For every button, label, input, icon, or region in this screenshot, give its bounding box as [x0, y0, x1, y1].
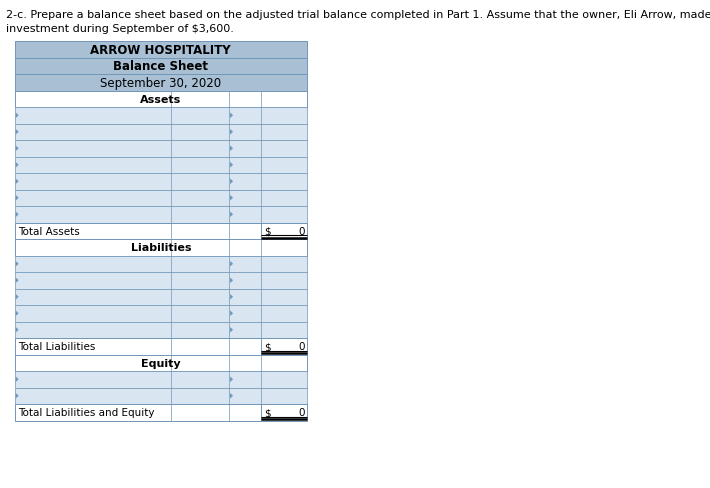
Polygon shape — [16, 262, 18, 267]
Polygon shape — [16, 294, 18, 300]
Bar — [15, 59, 307, 75]
Polygon shape — [230, 262, 233, 267]
Polygon shape — [16, 179, 18, 184]
Bar — [15, 91, 307, 108]
Bar — [15, 256, 307, 272]
Polygon shape — [230, 377, 233, 382]
Text: $: $ — [263, 407, 271, 417]
Polygon shape — [230, 113, 233, 119]
Text: $: $ — [263, 226, 271, 236]
Polygon shape — [230, 130, 233, 135]
Text: Total Liabilities and Equity: Total Liabilities and Equity — [18, 407, 155, 417]
Text: 2-c. Prepare a balance sheet based on the adjusted trial balance completed in Pa: 2-c. Prepare a balance sheet based on th… — [6, 10, 710, 20]
Polygon shape — [16, 196, 18, 201]
Text: $: $ — [263, 342, 271, 351]
Text: Total Assets: Total Assets — [18, 226, 80, 236]
Polygon shape — [16, 130, 18, 135]
Text: 0: 0 — [298, 342, 305, 351]
Bar — [15, 322, 307, 338]
Bar — [15, 305, 307, 322]
Polygon shape — [16, 146, 18, 152]
Bar — [15, 272, 307, 289]
Polygon shape — [230, 294, 233, 300]
Text: investment during September of $3,600.: investment during September of $3,600. — [6, 24, 234, 34]
Bar — [15, 42, 307, 59]
Polygon shape — [230, 393, 233, 399]
Polygon shape — [16, 393, 18, 399]
Polygon shape — [230, 278, 233, 284]
Text: Balance Sheet: Balance Sheet — [114, 60, 208, 73]
Bar — [15, 240, 307, 256]
Text: ARROW HOSPITALITY: ARROW HOSPITALITY — [90, 43, 231, 57]
Bar — [15, 190, 307, 206]
Polygon shape — [16, 311, 18, 316]
Text: Total Liabilities: Total Liabilities — [18, 342, 95, 351]
Polygon shape — [16, 377, 18, 382]
Bar — [15, 404, 307, 421]
Polygon shape — [16, 278, 18, 284]
Bar — [15, 338, 307, 355]
Text: Assets: Assets — [140, 95, 182, 104]
Bar — [15, 108, 307, 124]
Text: 0: 0 — [298, 226, 305, 236]
Polygon shape — [230, 146, 233, 152]
Bar — [15, 371, 307, 387]
Bar — [15, 355, 307, 371]
Polygon shape — [230, 327, 233, 333]
Polygon shape — [16, 113, 18, 119]
Bar — [15, 124, 307, 141]
Polygon shape — [16, 327, 18, 333]
Polygon shape — [16, 163, 18, 168]
Bar — [15, 223, 307, 240]
Bar — [15, 75, 307, 91]
Bar — [15, 141, 307, 157]
Bar — [15, 174, 307, 190]
Polygon shape — [230, 179, 233, 184]
Polygon shape — [230, 311, 233, 316]
Polygon shape — [230, 212, 233, 218]
Bar — [15, 289, 307, 305]
Polygon shape — [16, 212, 18, 218]
Text: Liabilities: Liabilities — [131, 243, 191, 253]
Polygon shape — [230, 196, 233, 201]
Text: September 30, 2020: September 30, 2020 — [100, 77, 222, 90]
Polygon shape — [230, 163, 233, 168]
Bar — [15, 387, 307, 404]
Bar — [15, 157, 307, 174]
Text: 0: 0 — [298, 407, 305, 417]
Text: Equity: Equity — [141, 358, 180, 368]
Bar — [15, 206, 307, 223]
